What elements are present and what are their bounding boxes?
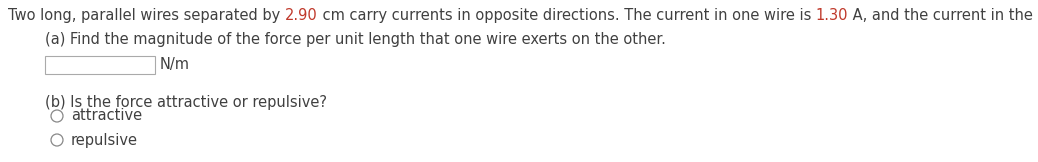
Text: attractive: attractive [71, 109, 142, 123]
Text: A, and the current in the other is: A, and the current in the other is [848, 8, 1038, 23]
Text: (b) Is the force attractive or repulsive?: (b) Is the force attractive or repulsive… [45, 95, 327, 110]
Text: (a) Find the magnitude of the force per unit length that one wire exerts on the : (a) Find the magnitude of the force per … [45, 32, 665, 47]
Text: Two long, parallel wires separated by: Two long, parallel wires separated by [8, 8, 284, 23]
Text: repulsive: repulsive [71, 133, 138, 147]
Text: cm carry currents in opposite directions. The current in one wire is: cm carry currents in opposite directions… [318, 8, 816, 23]
Text: N/m: N/m [160, 58, 190, 73]
Text: 1.30: 1.30 [816, 8, 848, 23]
Text: 2.90: 2.90 [284, 8, 318, 23]
